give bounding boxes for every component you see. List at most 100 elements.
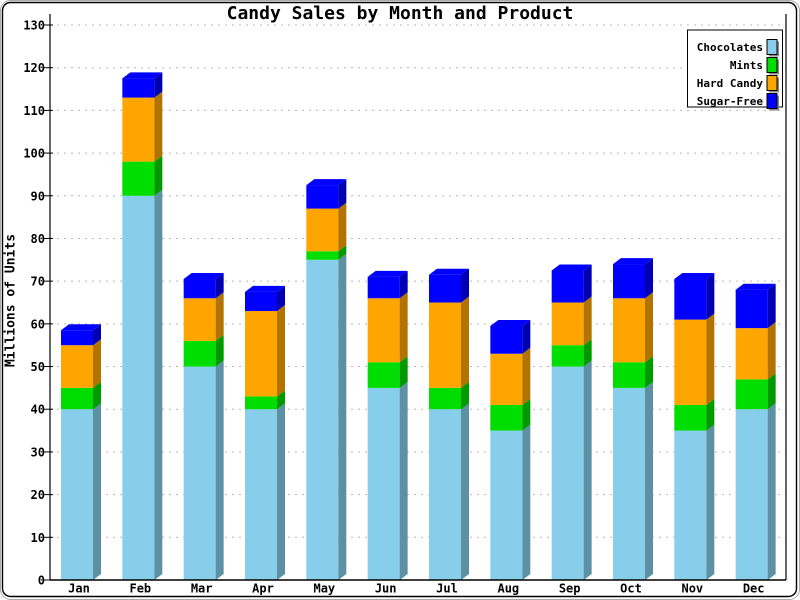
x-category-label-May: May [313, 582, 335, 596]
bar-front-Dec-sugar-free [735, 289, 768, 329]
bar-front-Nov-sugar-free [674, 279, 707, 320]
bar-front-Feb-sugar-free [122, 78, 155, 98]
bar-side-Jul-mints [461, 381, 469, 410]
bar-side-Apr-sugar-free [277, 285, 285, 312]
bar-side-Aug-hard-candy [522, 347, 531, 405]
bar-front-Jun-sugar-free [367, 276, 400, 299]
bar-front-Mar-chocolates [183, 366, 216, 580]
legend-swatch-mints [766, 57, 778, 73]
x-category-label-Dec: Dec [743, 582, 765, 596]
bar-front-Feb-hard-candy [122, 97, 155, 162]
bar-side-Nov-chocolates [706, 424, 715, 580]
bar-side-Oct-chocolates [645, 381, 653, 580]
bar-front-Jul-mints [429, 387, 461, 410]
bar-front-Aug-chocolates [490, 430, 523, 580]
bar-side-Dec-chocolates [767, 403, 776, 580]
bar-side-Jun-hard-candy [399, 292, 408, 363]
y-tick-label-10: 10 [31, 531, 45, 545]
bar-top-Dec [735, 283, 776, 290]
bar-front-Jan-hard-candy [61, 345, 93, 388]
bar-side-Feb-sugar-free [154, 72, 163, 98]
y-tick-label-60: 60 [31, 317, 45, 331]
bar-side-Feb-hard-candy [154, 91, 163, 162]
legend-label-hard-candy: Hard Candy [697, 77, 764, 90]
bar-side-Dec-hard-candy [767, 322, 776, 380]
bar-side-Jul-chocolates [461, 403, 469, 580]
bar-side-Jun-sugar-free [399, 270, 408, 299]
bar-side-Oct-mints [645, 356, 653, 388]
bar-front-Oct-sugar-free [613, 264, 645, 299]
bar-top-Jan [61, 324, 101, 331]
bar-front-Feb-chocolates [122, 195, 155, 580]
bar-top-Jul [429, 268, 469, 275]
bar-side-Sep-hard-candy [583, 296, 592, 346]
bar-front-Aug-hard-candy [490, 353, 523, 405]
y-tick-label-80: 80 [31, 232, 45, 246]
bar-side-Mar-chocolates [215, 360, 224, 580]
bar-side-Apr-mints [277, 390, 285, 410]
bar-front-Jan-mints [61, 387, 93, 410]
bar-front-Jan-chocolates [61, 409, 93, 580]
bar-front-Aug-sugar-free [490, 325, 523, 354]
legend-swatch-sugar-free [766, 93, 778, 109]
bar-side-Mar-mints [215, 334, 224, 367]
bar-side-Apr-chocolates [277, 403, 285, 580]
bar-top-Aug [490, 319, 531, 326]
bar-front-Jul-sugar-free [429, 274, 461, 303]
bar-side-Jun-mints [399, 356, 408, 388]
bar-side-Jul-hard-candy [461, 296, 469, 388]
bar-top-May [306, 179, 347, 186]
bar-front-Aug-mints [490, 404, 523, 431]
y-tick-label-130: 130 [23, 19, 45, 33]
bar-front-Apr-mints [245, 396, 277, 410]
bar-front-Mar-sugar-free [183, 279, 216, 299]
bar-top-Sep [551, 264, 592, 271]
x-category-label-Jun: Jun [375, 582, 397, 596]
bar-front-Apr-hard-candy [245, 311, 277, 397]
bar-side-Sep-chocolates [583, 360, 592, 580]
bar-front-Jul-chocolates [429, 409, 461, 580]
bar-front-May-chocolates [306, 259, 339, 580]
bar-front-Sep-sugar-free [551, 270, 584, 303]
x-category-label-Apr: Apr [252, 582, 274, 596]
bar-side-Nov-mints [706, 398, 715, 431]
bar-front-May-hard-candy [306, 208, 339, 252]
bar-front-Nov-hard-candy [674, 319, 707, 405]
bar-front-May-mints [306, 251, 339, 260]
y-tick-label-90: 90 [31, 189, 45, 203]
y-axis-title: Millions of Units [3, 233, 19, 368]
bar-side-Jan-hard-candy [93, 339, 101, 388]
bar-front-Dec-hard-candy [735, 328, 768, 380]
bar-side-Jul-sugar-free [461, 268, 469, 303]
legend-swatch-chocolates [766, 39, 778, 55]
bar-top-Oct [613, 258, 653, 265]
bar-front-Mar-mints [183, 340, 216, 367]
y-tick-label-0: 0 [38, 574, 45, 588]
bar-side-Jan-sugar-free [93, 324, 101, 346]
bar-side-Feb-mints [154, 155, 163, 196]
bar-top-Jun [367, 270, 408, 277]
bar-side-May-hard-candy [338, 202, 347, 252]
bar-side-Jun-chocolates [399, 381, 408, 580]
bar-front-Apr-chocolates [245, 409, 277, 580]
y-tick-label-30: 30 [31, 445, 45, 459]
x-category-label-Sep: Sep [559, 582, 581, 596]
bar-side-Sep-sugar-free [583, 264, 592, 303]
bar-side-Apr-hard-candy [277, 305, 285, 397]
x-category-label-Mar: Mar [191, 582, 213, 596]
bar-side-Nov-sugar-free [706, 273, 715, 320]
x-category-label-Nov: Nov [681, 582, 703, 596]
bar-top-Apr [245, 285, 285, 292]
chart-title: Candy Sales by Month and Product [226, 3, 574, 24]
y-tick-label-20: 20 [31, 488, 45, 502]
bar-top-Feb [122, 72, 163, 79]
bar-side-Aug-chocolates [522, 424, 531, 580]
legend-label-mints: Mints [730, 59, 763, 72]
bar-front-Sep-hard-candy [551, 302, 584, 346]
bar-side-Jan-chocolates [93, 403, 101, 580]
bar-front-Mar-hard-candy [183, 298, 216, 341]
x-category-label-Aug: Aug [497, 582, 519, 596]
bar-front-Oct-chocolates [613, 387, 645, 580]
